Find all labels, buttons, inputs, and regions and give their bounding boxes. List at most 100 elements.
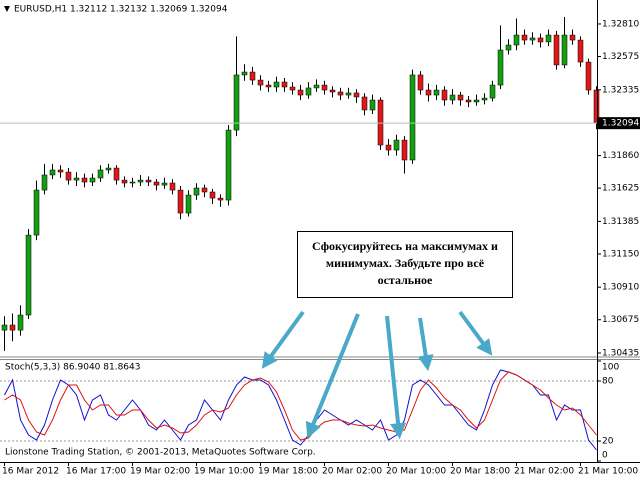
candle-body <box>465 99 472 103</box>
current-price-box <box>597 117 640 130</box>
y-tick-label: 1.32810 <box>602 19 639 29</box>
candle-body <box>497 49 504 86</box>
candle-body <box>49 169 56 176</box>
arrow <box>261 310 305 369</box>
arrow <box>458 310 493 356</box>
candle-body <box>225 129 232 201</box>
candle-body <box>521 34 528 41</box>
candle-body <box>121 179 128 184</box>
candle-body <box>313 84 320 89</box>
candle-body <box>145 179 152 183</box>
candle-body <box>129 181 136 184</box>
candle-body <box>33 189 40 236</box>
x-tick-label: 20 Mar 10:00 <box>386 467 446 477</box>
candle-body <box>353 92 360 98</box>
candle-body <box>529 37 536 41</box>
candle-body <box>105 167 112 171</box>
candle-body <box>289 86 296 91</box>
x-tick-label: 20 Mar 02:00 <box>322 467 382 477</box>
candle-body <box>185 194 192 214</box>
candle-body <box>561 34 568 66</box>
arrow <box>305 313 360 439</box>
candle-body <box>537 37 544 43</box>
x-tick-label: 16 Mar 17:00 <box>66 467 126 477</box>
arrow <box>417 317 434 372</box>
candle-body <box>1 324 8 331</box>
candle-body <box>545 34 552 43</box>
footer: Lionstone Trading Station, © 2001-2013, … <box>5 448 316 458</box>
candle-body <box>17 314 24 331</box>
candle-body <box>401 139 408 161</box>
candle-body <box>273 81 280 88</box>
candle-body <box>449 94 456 101</box>
candle-body <box>417 74 424 91</box>
candle-body <box>169 182 176 191</box>
y-tick-label: 80 <box>602 377 614 387</box>
candle-body <box>369 99 376 111</box>
y-tick-label: 100 <box>602 363 619 373</box>
arrow <box>385 315 407 440</box>
candle-body <box>305 87 312 96</box>
stoch-line <box>4 371 597 441</box>
x-tick-label: 20 Mar 18:00 <box>450 467 510 477</box>
candle-body <box>41 174 48 191</box>
annotation-box <box>297 231 513 298</box>
x-tick-label: 21 Mar 02:00 <box>514 467 574 477</box>
candle-body <box>441 89 448 101</box>
candle-body <box>329 89 336 93</box>
annotation-line: остальное <box>378 273 433 287</box>
candle-body <box>569 34 576 41</box>
y-tick-label: 1.31150 <box>602 249 639 259</box>
candle-body <box>73 177 80 181</box>
candle-body <box>345 92 352 96</box>
candle-body <box>241 71 248 76</box>
y-tick-label: 0 <box>602 451 608 461</box>
candle-body <box>361 96 368 111</box>
candle-body <box>321 84 328 91</box>
x-tick-label: 16 Mar 2012 <box>2 467 59 477</box>
candle-body <box>297 89 304 96</box>
stoch-line <box>4 369 597 451</box>
candle-body <box>433 89 440 96</box>
candle-body <box>425 89 432 96</box>
y-tick-label: 1.31860 <box>602 151 639 161</box>
x-tick-label: 19 Mar 18:00 <box>258 467 318 477</box>
candle-body <box>257 79 264 86</box>
indicator-title: Stoch(5,3,3) 86.9040 81.8643 <box>5 363 140 373</box>
candle-body <box>505 44 512 51</box>
y-tick-label: 1.32575 <box>602 52 639 62</box>
y-tick-label: 1.30675 <box>602 315 639 325</box>
candle-body <box>513 34 520 46</box>
candle-body <box>25 234 32 316</box>
candle-body <box>489 84 496 99</box>
plot-layer: 1.32810 1.32575 1.32335 1.31860 1.31625 1.313… <box>0 17 640 462</box>
candle-body <box>9 324 16 331</box>
candle-body <box>65 171 72 181</box>
y-tick-label: 1.30910 <box>602 283 639 293</box>
x-tick-label: 19 Mar 10:00 <box>194 467 254 477</box>
candle-body <box>393 139 400 151</box>
candle-body <box>209 191 216 199</box>
candle-body <box>193 187 200 196</box>
candle-body <box>481 97 488 101</box>
candle-body <box>585 61 592 91</box>
annotation-line: Сфокусируйтесь на максимумах и <box>312 239 498 253</box>
chart-title: EURUSD,H1 1.32112 1.32132 1.32069 1.3209… <box>14 5 228 15</box>
candle-body <box>337 91 344 96</box>
candle-body <box>177 189 184 214</box>
y-tick-label: 1.31385 <box>602 217 639 227</box>
candle-body <box>577 39 584 63</box>
x-tick-label: 21 Mar 10:00 <box>578 467 638 477</box>
candle-body <box>553 34 560 66</box>
y-tick-label: 1.31625 <box>602 184 639 194</box>
candle-body <box>81 177 88 183</box>
candle-body <box>113 167 120 181</box>
candle-body <box>97 169 104 179</box>
candle-body <box>137 179 144 183</box>
title-icon <box>4 6 10 12</box>
y-tick-label: 1.32335 <box>602 85 639 95</box>
candle-body <box>265 84 272 88</box>
candle-body <box>249 71 256 81</box>
candle-body <box>153 181 160 186</box>
